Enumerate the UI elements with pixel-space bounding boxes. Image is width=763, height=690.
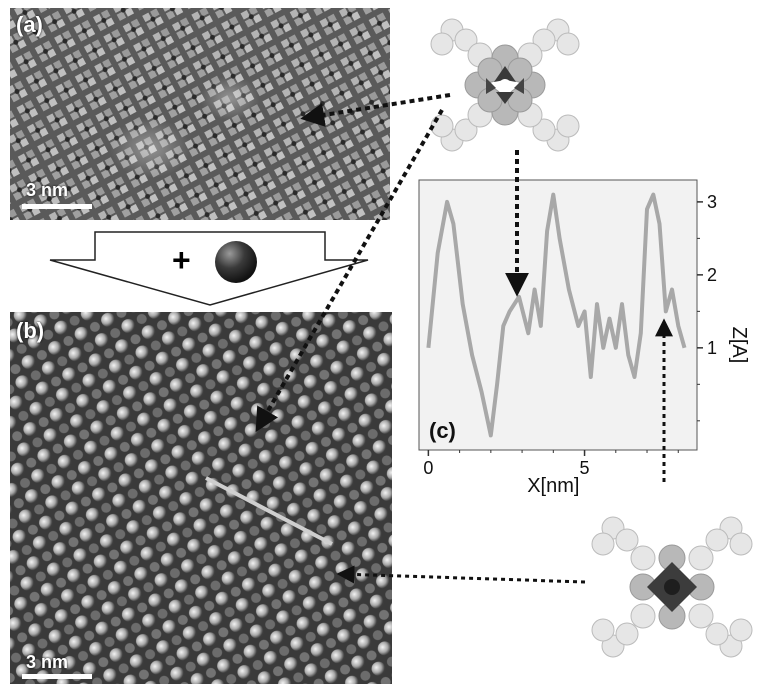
stm-image-b: (b) 3 nm [10,312,392,684]
stm-image-a: (a) 3 nm [10,8,390,220]
plus-sign: + [172,242,191,278]
molecule-model-bottom [591,516,753,658]
y-axis-label: Z[A] [728,327,750,364]
panel-b-scale-label: 3 nm [26,652,69,672]
panel-b-scale-bar [22,674,92,679]
line-profile-chart: 1 2 3 0 5X[nm] Z[A] (c) [418,179,750,497]
y-tick-label: 2 [707,265,717,285]
panel-c-label: (c) [429,418,456,443]
molecule-model-top [430,18,580,152]
panel-a-scale-bar [22,204,92,209]
panel-a-scale-label: 3 nm [26,180,69,200]
chart-series-line [426,192,687,438]
line-profile-marker [205,476,333,546]
reaction-down-arrow [49,231,369,306]
stm-image-b-pattern [10,312,392,684]
x-tick-label: 5 [580,458,590,478]
y-tick-label: 3 [707,192,717,212]
x-tick-label: 0 [423,458,433,478]
panel-a-label: (a) [16,12,43,37]
metal-atom-ball [215,241,257,283]
x-axis-label: X[nm] [527,475,579,497]
panel-b-label: (b) [16,318,45,343]
y-tick-label: 1 [707,338,717,358]
